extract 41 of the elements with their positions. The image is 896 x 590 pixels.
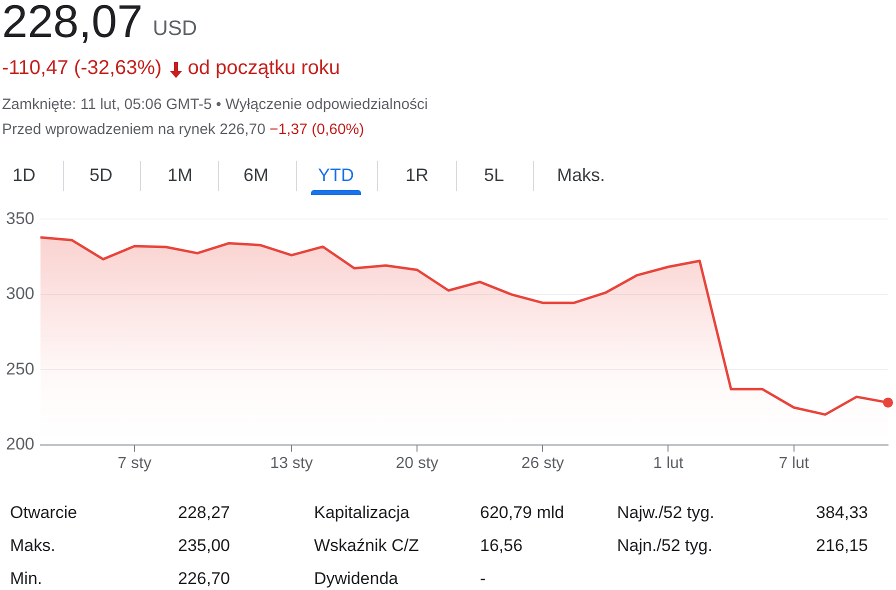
text: Maks. — [10, 536, 56, 556]
text: Min. — [10, 569, 42, 589]
x-tick-label: 7 sty — [118, 454, 152, 472]
text: 235,00 — [178, 536, 230, 556]
x-tick-label: 13 sty — [270, 454, 313, 472]
text: −1,37 (0,60%) — [269, 121, 364, 138]
x-tick-label: 7 lut — [778, 454, 810, 472]
text: Zamknięte: 11 lut, 05:06 GMT-5 • Wyłączenie odpowiedzialności — [2, 96, 428, 113]
text: - — [480, 569, 486, 589]
text: 1R — [405, 165, 428, 186]
text: 1M — [167, 165, 192, 186]
text: od początku roku — [188, 57, 340, 80]
x-tick-label: 1 lut — [653, 454, 684, 472]
text: Dywidenda — [314, 569, 398, 589]
text: 5L — [484, 165, 504, 186]
text: Otwarcie — [10, 503, 78, 523]
text: Najn./52 tyg. — [617, 536, 712, 556]
y-tick-label: 250 — [6, 359, 34, 378]
text: 228,27 — [178, 503, 230, 523]
x-tick-label: 26 sty — [521, 454, 564, 472]
y-tick-label: 350 — [6, 208, 34, 228]
text: USD — [152, 17, 198, 41]
text: -110,47 (-32,63%) — [2, 57, 162, 80]
text: Maks. — [556, 165, 605, 186]
text: Najw./52 tyg. — [617, 503, 714, 523]
y-tick-label: 200 — [6, 434, 34, 454]
chart-title: 228,07 — [2, 0, 143, 48]
text: 384,33 — [816, 503, 868, 523]
text: 620,79 mld — [480, 503, 564, 523]
text: 16,56 — [480, 536, 523, 556]
text: 1D — [12, 165, 36, 186]
text: Wskaźnik C/Z — [314, 536, 419, 556]
x-tick-label: 20 sty — [396, 454, 438, 472]
text: Przed wprowadzeniem na rynek 226,70 — [2, 121, 266, 138]
text: 226,70 — [178, 569, 230, 589]
text: 5D — [89, 165, 112, 186]
text: 6M — [243, 165, 268, 186]
text: Kapitalizacja — [314, 503, 410, 523]
text: YTD — [318, 165, 354, 186]
text: 216,15 — [816, 536, 868, 556]
y-tick-label: 300 — [6, 284, 34, 304]
